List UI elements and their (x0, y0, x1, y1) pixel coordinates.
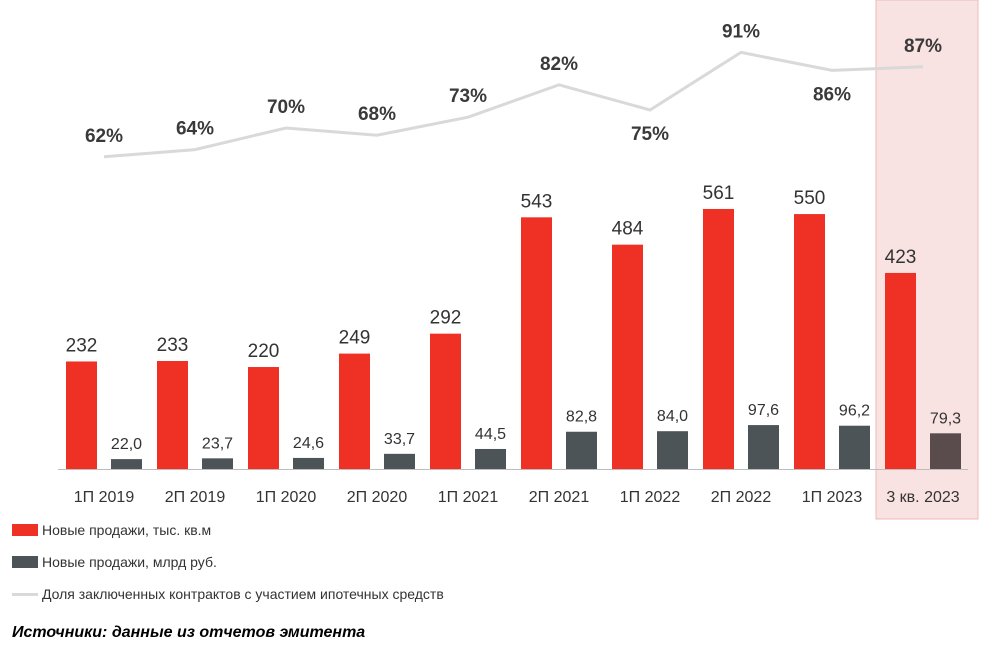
data-label-share: 91% (722, 21, 760, 42)
data-label-sales-area: 550 (794, 188, 826, 209)
bar-sales-area (157, 361, 188, 469)
x-tick-label: 2П 2021 (529, 489, 590, 506)
x-tick-label: 1П 2023 (802, 489, 863, 506)
data-label-sales-rub: 96,2 (839, 403, 870, 420)
data-label-sales-rub: 44,5 (475, 426, 506, 443)
legend-label-mortgage-share: Доля заключенных контрактов с участием и… (42, 586, 444, 602)
data-label-sales-area: 543 (521, 191, 553, 212)
data-label-share: 75% (631, 124, 669, 145)
data-label-share: 64% (176, 119, 214, 140)
bar-sales-rub (930, 433, 961, 469)
data-label-sales-area: 484 (612, 219, 644, 240)
mortgage-share-line (103, 50, 924, 159)
bar-sales-area (248, 367, 279, 469)
data-label-sales-area: 249 (339, 328, 371, 349)
x-tick-label: 2П 2022 (711, 489, 772, 506)
labels: 232 22,0 1П 2019 233 23,7 2П 2019 220 24,6 1П 20… (66, 21, 962, 506)
data-label-sales-rub: 22,0 (111, 436, 142, 453)
legend-swatch-red (12, 524, 38, 536)
data-label-sales-rub: 33,7 (384, 431, 415, 448)
chart: 232 22,0 1П 2019 233 23,7 2П 2019 220 24,6 1П 20… (58, 0, 979, 520)
data-label-sales-rub: 82,8 (566, 409, 597, 426)
bar-sales-area (794, 214, 825, 469)
data-label-sales-rub: 97,6 (748, 402, 779, 419)
data-label-share: 70% (267, 97, 305, 118)
data-label-sales-area: 233 (157, 335, 189, 356)
x-tick-label: 1П 2019 (74, 489, 135, 506)
data-label-sales-rub: 84,0 (657, 408, 688, 425)
bar-sales-rub (657, 431, 688, 469)
source-note: Источники: данные из отчетов эмитента (12, 624, 366, 641)
bar-sales-area (339, 353, 370, 469)
data-label-sales-area: 292 (430, 308, 462, 329)
data-label-share: 68% (358, 104, 396, 125)
data-label-sales-area: 232 (66, 335, 98, 356)
bar-sales-rub (293, 457, 324, 469)
legend-label-sales-rub: Новые продажи, млрд руб. (42, 554, 217, 570)
bar-sales-rub (748, 425, 779, 469)
data-label-sales-rub: 23,7 (202, 435, 233, 452)
x-tick-label: 1П 2022 (620, 489, 681, 506)
x-tick-label: 1П 2021 (438, 489, 499, 506)
data-label-share: 87% (904, 36, 942, 57)
bar-sales-rub (566, 431, 597, 469)
data-label-share: 86% (813, 84, 851, 105)
legend-item-mortgage-share: Доля заключенных контрактов с участием и… (12, 586, 444, 602)
x-tick-label: 2П 2020 (347, 489, 408, 506)
legend-item-sales-rub: Новые продажи, млрд руб. (12, 554, 217, 570)
bar-sales-area (703, 208, 734, 469)
bar-sales-area (430, 333, 461, 469)
bar-sales-area (885, 272, 916, 469)
bar-sales-area (66, 361, 97, 469)
data-label-share: 82% (540, 54, 578, 75)
legend-swatch-dark (12, 556, 38, 568)
legend-item-sales-area: Новые продажи, тыс. кв.м (12, 522, 211, 538)
x-tick-label: 2П 2019 (165, 489, 226, 506)
bars (66, 208, 961, 469)
data-label-sales-area: 220 (248, 341, 280, 362)
data-label-share: 73% (449, 86, 487, 107)
data-label-sales-rub: 24,6 (293, 435, 324, 452)
bar-sales-area (612, 244, 643, 469)
data-label-sales-area: 561 (703, 183, 735, 204)
x-tick-label: 1П 2020 (256, 489, 317, 506)
data-label-share: 62% (85, 126, 123, 147)
bar-sales-area (521, 217, 552, 469)
data-label-sales-rub: 79,3 (930, 410, 961, 427)
legend-label-sales-area: Новые продажи, тыс. кв.м (42, 522, 212, 538)
bar-sales-rub (839, 425, 870, 469)
bar-sales-rub (202, 458, 233, 469)
bar-sales-rub (384, 453, 415, 469)
legend-swatch-line (12, 592, 38, 596)
x-tick-label: 3 кв. 2023 (886, 489, 959, 506)
data-label-sales-area: 423 (885, 247, 917, 268)
bar-sales-rub (111, 459, 142, 469)
bar-sales-rub (475, 448, 506, 469)
